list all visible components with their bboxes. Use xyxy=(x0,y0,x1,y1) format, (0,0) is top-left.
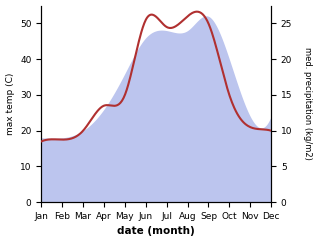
Y-axis label: med. precipitation (kg/m2): med. precipitation (kg/m2) xyxy=(303,47,313,160)
X-axis label: date (month): date (month) xyxy=(117,227,195,236)
Y-axis label: max temp (C): max temp (C) xyxy=(5,73,15,135)
